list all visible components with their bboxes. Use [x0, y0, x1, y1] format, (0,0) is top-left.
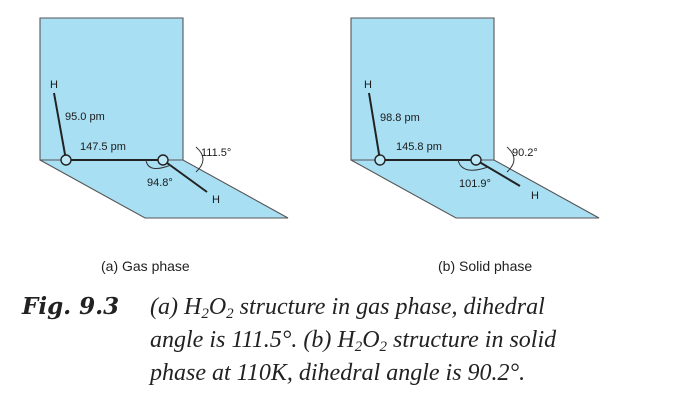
figure-caption: Fig. 9.3 (a) H2O2 structure in gas phase,…: [22, 290, 682, 390]
gas-slanted-plane: [39, 159, 289, 219]
solid-h-top-label: H: [364, 79, 372, 91]
solid-bond-angle-arc: [457, 159, 489, 171]
gas-bond-angle: 94.8°: [147, 177, 173, 189]
solid-dihedral-angle: 90.2°: [512, 147, 538, 159]
gas-oh-bond-top: [53, 92, 67, 161]
solid-phase-subcaption: (b) Solid phase: [438, 258, 532, 274]
solid-bond-angle: 101.9°: [459, 178, 491, 190]
caption-sub-2a: 2: [354, 339, 363, 355]
gas-oh-bond-length: 95.0 pm: [65, 111, 105, 123]
caption-text-1b: O: [208, 294, 227, 320]
gas-bond-angle-arc: [145, 159, 172, 170]
caption-text-1a: (a) H: [150, 294, 202, 320]
gas-h-top-label: H: [50, 79, 58, 91]
h2o2-structure-diagram: H H 95.0 pm 147.5 pm 111.5° 94.8° (a) Ga…: [39, 17, 600, 274]
caption-text-1c: structure in gas phase, dihedral: [233, 294, 545, 320]
gas-oxygen-atom-left: [60, 154, 72, 166]
gas-dihedral-angle: 111.5°: [201, 147, 231, 159]
gas-h-bottom-label: H: [212, 194, 220, 206]
gas-dihedral-arc: [195, 146, 204, 173]
solid-oh-bond-top: [368, 92, 381, 161]
solid-oxygen-atom-left: [374, 154, 386, 166]
solid-oh-bond-bottom: [475, 159, 521, 187]
caption-line-3: phase at 110K, dihedral angle is 90.2°.: [150, 360, 526, 386]
solid-vertical-plane: [350, 17, 495, 161]
gas-oxygen-atom-right: [157, 154, 169, 166]
gas-phase-subcaption: (a) Gas phase: [101, 258, 190, 274]
solid-oxygen-atom-right: [470, 154, 482, 166]
solid-oo-bond-length: 145.8 pm: [396, 141, 442, 153]
caption-text-2c: structure in solid: [387, 327, 557, 353]
gas-oo-bond-length: 147.5 pm: [80, 141, 126, 153]
gas-phase-panel: H H 95.0 pm 147.5 pm 111.5° 94.8° (a) Ga…: [39, 17, 289, 274]
solid-dihedral-arc: [506, 146, 515, 173]
caption-text-2a: angle is 111.5°. (b) H: [150, 327, 355, 353]
caption-line-1: Fig. 9.3 (a) H2O2 structure in gas phase,…: [22, 290, 682, 324]
solid-h-bottom-label: H: [531, 190, 539, 202]
solid-phase-panel: H H 98.8 pm 145.8 pm 90.2° 101.9° (b) So…: [350, 17, 600, 274]
figure-number: Fig. 9.3: [22, 293, 120, 320]
caption-line-2: angle is 111.5°. (b) H2O2 structure in s…: [22, 324, 682, 357]
caption-text-2b: O: [362, 327, 380, 353]
caption-sub-1b: 2: [226, 306, 234, 322]
caption-sub-1a: 2: [201, 306, 209, 322]
caption-sub-2b: 2: [379, 339, 388, 355]
solid-oh-bond-length: 98.8 pm: [380, 112, 420, 124]
